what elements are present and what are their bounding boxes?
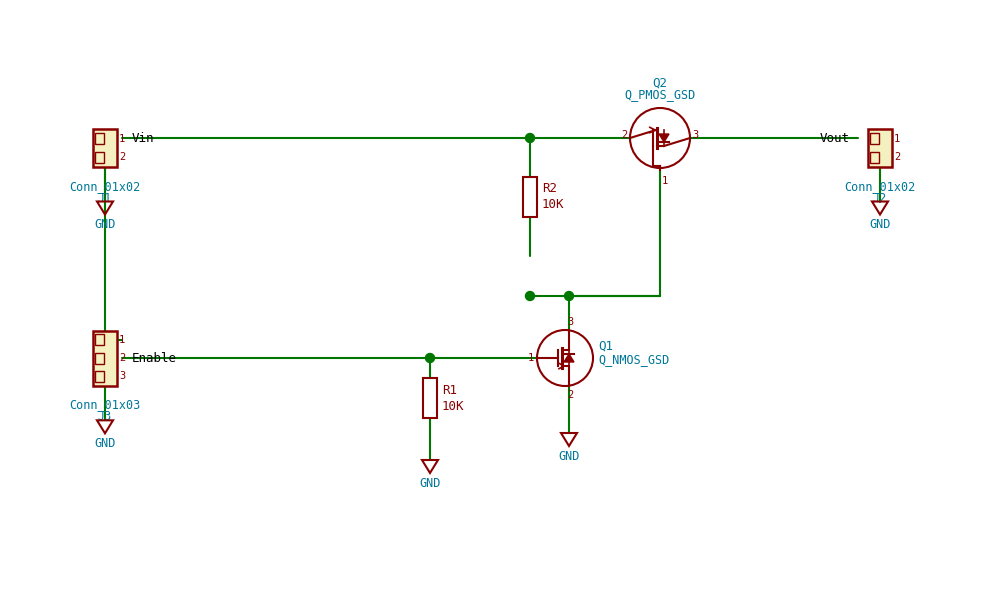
Text: 1: 1 — [528, 353, 534, 363]
Text: 3: 3 — [119, 371, 125, 381]
Circle shape — [630, 108, 690, 168]
Text: R1: R1 — [442, 384, 457, 396]
Bar — [868, 129, 892, 167]
Text: 2: 2 — [567, 390, 573, 400]
Circle shape — [564, 291, 574, 301]
Text: Vout: Vout — [820, 132, 850, 145]
Bar — [95, 152, 104, 163]
Text: GND: GND — [869, 219, 891, 231]
Text: 1: 1 — [894, 133, 900, 144]
Bar — [95, 334, 104, 345]
Circle shape — [526, 133, 534, 142]
Bar — [523, 177, 537, 217]
Text: Q1: Q1 — [598, 339, 613, 353]
Text: 1: 1 — [662, 176, 668, 186]
Text: 2: 2 — [119, 353, 125, 363]
Text: J3: J3 — [98, 410, 112, 424]
Bar — [423, 378, 437, 418]
Bar — [870, 133, 879, 144]
Bar — [95, 133, 104, 144]
Text: GND: GND — [558, 450, 580, 463]
Text: 3: 3 — [692, 130, 698, 140]
Bar — [93, 330, 117, 385]
Text: 2: 2 — [119, 153, 125, 162]
Text: GND: GND — [94, 219, 116, 231]
Text: Q_PMOS_GSD: Q_PMOS_GSD — [624, 88, 696, 101]
Text: Q_NMOS_GSD: Q_NMOS_GSD — [598, 353, 669, 367]
Text: Enable: Enable — [132, 351, 177, 364]
Polygon shape — [564, 354, 574, 362]
Polygon shape — [659, 134, 669, 142]
Text: 2: 2 — [621, 130, 627, 140]
Text: Vin: Vin — [132, 132, 154, 145]
Text: R2: R2 — [542, 182, 557, 196]
Text: J1: J1 — [98, 192, 112, 205]
Text: Conn_01x02: Conn_01x02 — [844, 180, 916, 193]
Text: GND: GND — [94, 438, 116, 450]
Text: 10K: 10K — [442, 399, 464, 413]
Text: Conn_01x03: Conn_01x03 — [69, 399, 141, 411]
Text: 2: 2 — [894, 153, 900, 162]
Text: 1: 1 — [119, 133, 125, 144]
Circle shape — [426, 353, 434, 362]
Text: Q2: Q2 — [652, 77, 668, 90]
Bar — [95, 353, 104, 364]
Text: J2: J2 — [873, 192, 887, 205]
Text: 1: 1 — [119, 335, 125, 345]
Bar — [870, 152, 879, 163]
Text: 10K: 10K — [542, 199, 564, 211]
Text: GND: GND — [419, 477, 441, 490]
Text: Conn_01x02: Conn_01x02 — [69, 180, 141, 193]
Circle shape — [537, 330, 593, 386]
Bar — [93, 129, 117, 167]
Bar — [95, 371, 104, 382]
Circle shape — [526, 291, 534, 301]
Text: 3: 3 — [567, 317, 573, 327]
